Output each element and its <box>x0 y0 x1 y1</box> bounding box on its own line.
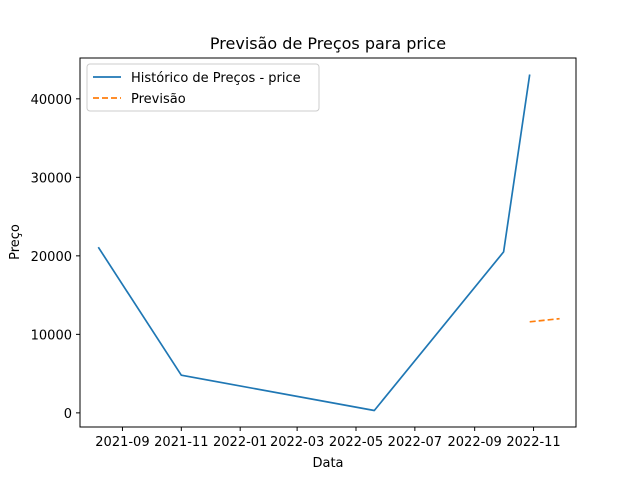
legend-label-previsao: Previsão <box>131 92 186 107</box>
y-tick-label: 30000 <box>31 171 72 186</box>
x-tick-label: 2022-11 <box>506 435 560 450</box>
x-axis: 2021-09 2021-11 2022-01 2022-03 2022-05 2022-… <box>95 427 561 450</box>
y-axis: 0 10000 20000 30000 40000 <box>31 93 80 422</box>
legend-label-historico: Histórico de Preços - price <box>131 71 301 86</box>
axes-frame <box>79 57 577 428</box>
y-tick-label: 10000 <box>31 328 72 343</box>
y-axis-label: Preço <box>8 224 23 260</box>
x-tick-label: 2022-05 <box>329 435 383 450</box>
x-tick-label: 2022-07 <box>388 435 442 450</box>
chart-title: Previsão de Preços para price <box>210 34 446 53</box>
x-axis-label: Data <box>312 456 343 471</box>
x-tick-label: 2022-03 <box>270 435 324 450</box>
series-line-0 <box>97 74 531 412</box>
x-tick-label: 2021-09 <box>95 435 149 450</box>
plot-area <box>97 74 560 412</box>
y-tick-label: 20000 <box>31 250 72 265</box>
y-tick-label: 40000 <box>31 93 72 108</box>
x-tick-label: 2022-09 <box>448 435 502 450</box>
x-tick-label: 2021-11 <box>154 435 208 450</box>
x-tick-label: 2022-01 <box>213 435 267 450</box>
legend-box <box>86 63 320 112</box>
series-line-1 <box>529 317 560 323</box>
y-tick-label: 0 <box>64 407 72 422</box>
legend: Histórico de Preços - price Previsão <box>86 63 320 112</box>
